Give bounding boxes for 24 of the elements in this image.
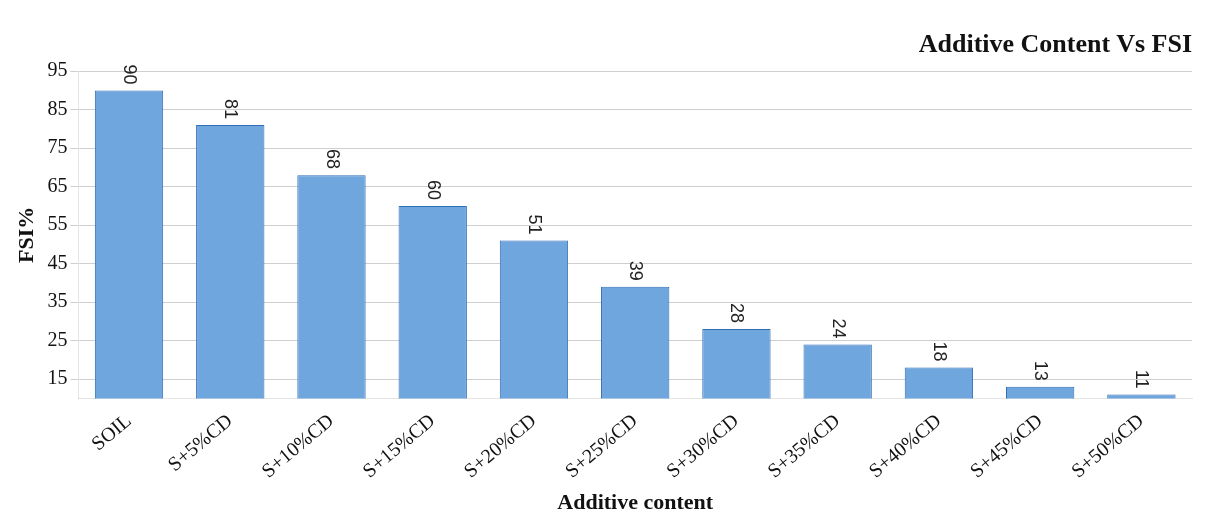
y-tick-label: 25 <box>47 327 68 350</box>
data-label: 13 <box>1031 360 1052 381</box>
y-tick-label: 55 <box>47 212 68 235</box>
data-label: 39 <box>626 260 647 281</box>
data-label: 81 <box>221 99 242 120</box>
y-tick-label: 65 <box>47 173 68 196</box>
y-tick-label: 85 <box>47 96 68 119</box>
x-axis-title: Additive content <box>557 489 714 515</box>
data-label: 11 <box>1132 369 1153 389</box>
data-label: 51 <box>524 214 545 235</box>
data-label: 24 <box>828 318 849 339</box>
y-tick-label: 75 <box>47 135 68 158</box>
y-tick-label: 45 <box>47 250 68 273</box>
data-label: 90 <box>120 64 141 85</box>
y-tick-label: 15 <box>47 366 68 389</box>
data-label: 28 <box>727 303 748 324</box>
y-axis-title: FSI% <box>12 206 38 263</box>
data-label: 18 <box>929 341 950 362</box>
data-label: 68 <box>322 149 343 170</box>
x-tick-label: SOIL <box>86 408 135 455</box>
y-tick-label: 95 <box>47 58 68 81</box>
data-label: 60 <box>423 179 444 200</box>
y-tick-label: 35 <box>47 289 68 312</box>
chart-title: Additive Content Vs FSI <box>918 29 1192 59</box>
